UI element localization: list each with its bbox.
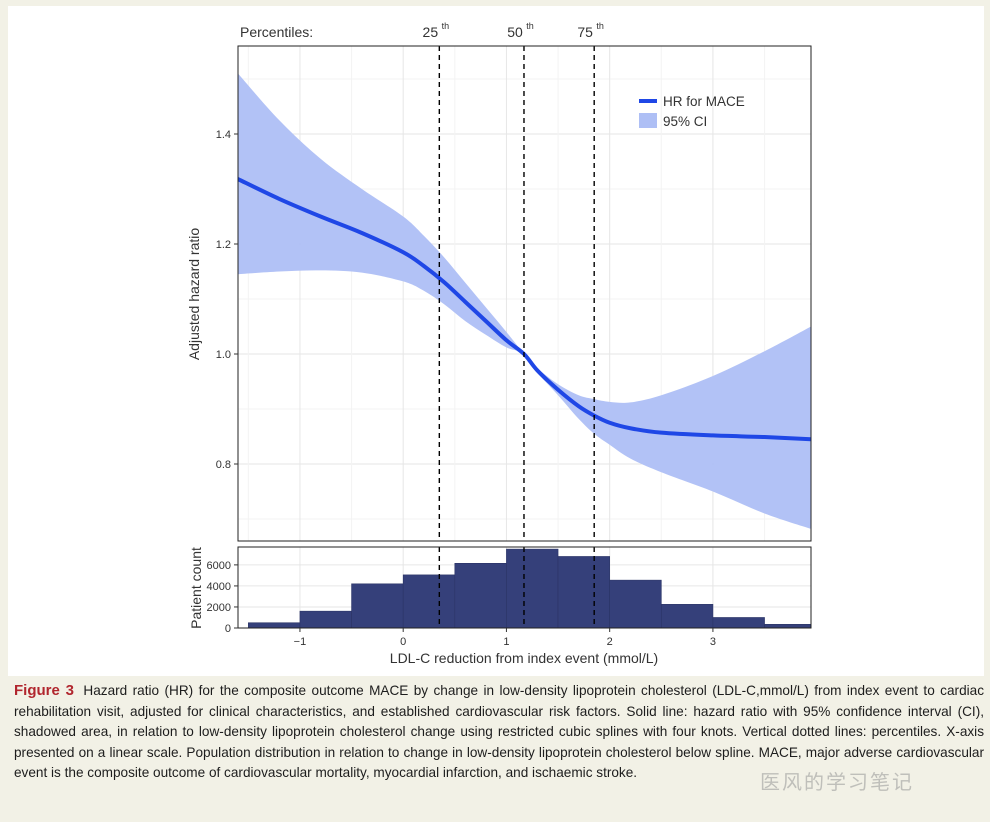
percentile-suffix-50: th: [526, 21, 534, 31]
x-tick-label: 0: [400, 636, 406, 648]
histogram-bar: [248, 622, 301, 629]
x-tick-label: −1: [294, 636, 307, 648]
percentile-label-75: 75: [577, 24, 593, 40]
histogram-bar: [506, 548, 559, 629]
x-tick-label: 2: [607, 636, 613, 648]
hazard-y-tick-label: 1.2: [216, 239, 231, 251]
x-axis-label: LDL-C reduction from index event (mmol/L…: [390, 650, 658, 666]
histogram-y-tick-label: 4000: [207, 581, 231, 593]
legend-label-ci: 95% CI: [663, 114, 707, 129]
histogram-bars: [248, 548, 812, 629]
legend-label-hr: HR for MACE: [663, 94, 745, 109]
ci-band-group: [238, 73, 811, 529]
hazard-y-axis-label: Adjusted hazard ratio: [186, 228, 202, 361]
histogram-bar: [557, 556, 610, 629]
x-tick-label: 3: [710, 636, 716, 648]
histogram-panel-border: [237, 546, 812, 629]
percentile-lines: [438, 46, 595, 541]
hazard-y-ticks: 0.8 1.0 1.2 1.4: [216, 129, 238, 471]
histogram-y-ticks: 0 2000 4000 6000: [207, 560, 238, 635]
figure-label: Figure 3: [14, 682, 74, 699]
histogram-panel: 0 2000 4000 6000 −1 0 1 2 3 Patient count LDL-C…: [188, 546, 812, 666]
histogram-bar: [402, 574, 456, 629]
ci-band: [238, 73, 811, 529]
x-tick-label: 1: [503, 636, 509, 648]
histogram-bar: [299, 610, 352, 629]
percentiles-label: Percentiles:: [240, 24, 313, 40]
histogram-y-tick-label: 6000: [207, 560, 231, 572]
histogram-bar: [454, 563, 507, 629]
histogram-x-ticks: −1 0 1 2 3: [294, 628, 716, 648]
histogram-y-axis-label: Patient count: [188, 547, 204, 629]
histogram-bar: [660, 604, 714, 629]
figure-caption: Figure 3 Hazard ratio (HR) for the compo…: [14, 681, 984, 784]
legend-band-swatch: [639, 113, 657, 128]
histogram-y-tick-label: 2000: [207, 602, 231, 614]
histogram-percentile-lines: [438, 547, 595, 628]
histogram-bar: [764, 624, 812, 629]
watermark-text: 医风的学习笔记: [760, 772, 914, 794]
caption-text: Hazard ratio (HR) for the composite outc…: [14, 683, 985, 781]
hazard-y-tick-label: 1.4: [216, 129, 231, 141]
percentile-suffix-25: th: [442, 21, 450, 31]
histogram-y-tick-label: 0: [225, 623, 231, 635]
histogram-bar: [712, 617, 765, 629]
percentile-label-25: 25: [423, 24, 439, 40]
legend: HR for MACE 95% CI: [639, 94, 745, 129]
histogram-bar: [351, 583, 404, 629]
percentile-suffix-75: th: [596, 21, 604, 31]
hazard-panel-border: [237, 45, 812, 542]
hazard-y-tick-label: 0.8: [216, 459, 231, 471]
percentile-label-50: 50: [507, 24, 523, 40]
histogram-bar: [609, 579, 662, 629]
hazard-y-tick-label: 1.0: [216, 349, 231, 361]
